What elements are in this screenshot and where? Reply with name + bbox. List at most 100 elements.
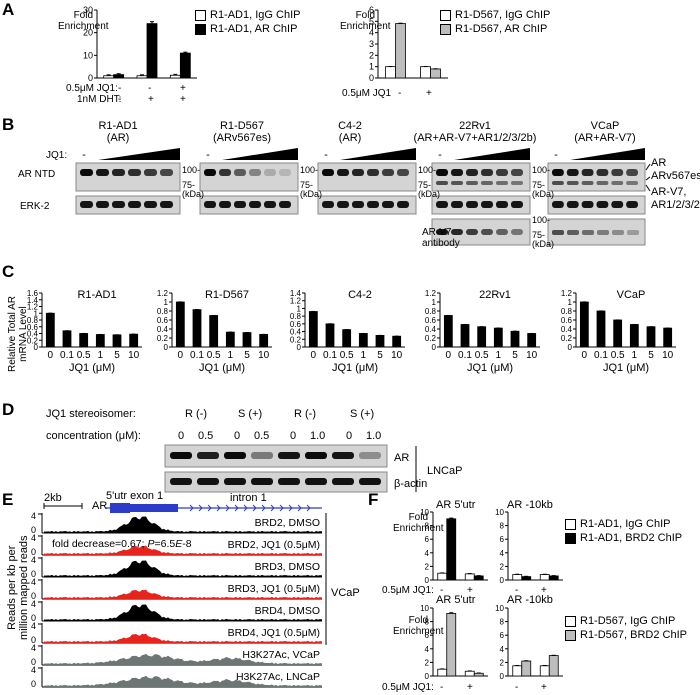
x-tick-label: 5 [512,350,518,361]
panel-letter-d: D [2,400,15,419]
panel-a-left-row2-v1: + [148,94,154,105]
band-ar [596,169,609,176]
panel-d-band-ar: AR [394,452,410,464]
y-tick-label: 1.6 [27,289,39,298]
band-erk2 [581,201,594,208]
panel-f-bottom-row-label: 0.5μM JQ1: [382,682,434,693]
legend-swatch-brd2 [565,629,576,641]
annotation-value: =6.5 [154,538,176,550]
intron-arrow [225,504,230,512]
x-tick-label: 1 [361,350,367,361]
blot-ar-ntd [75,162,181,192]
bar [464,573,475,581]
intron-arrow [270,504,275,512]
panel-a-right-row1-label: 0.5μM JQ1 [342,88,392,99]
y-tick-label: 0 [88,73,93,83]
jq1-minus: - [438,149,442,161]
band-ar [511,169,523,176]
panel-a-right-row1-v0: - [398,88,402,99]
y-tick-label: 0.8 [425,307,437,316]
band-erk2 [511,201,523,208]
band-erk2 [128,201,141,208]
intron-arrow [216,504,221,512]
y-tick-label: 8 [500,522,505,531]
cell-sub: (AR) [106,132,130,144]
panel-a-left-row2-label: 1nM DHT: [77,94,122,105]
band-variant [466,181,478,185]
jq1-gradient-triangle [222,148,298,160]
legend-item: R1-D567, IgG ChIP [565,614,687,628]
legend-swatch-igg [565,615,576,627]
panel-b-cell-title: R1-D567 (ARv567es) [202,120,282,144]
band-d-actin [332,478,354,485]
band-erk2 [204,201,216,208]
band-erk2 [112,201,125,208]
band-v7 [567,230,579,235]
band-erk2 [611,201,624,208]
legend-label: R1-AD1, IgG ChIP [210,9,301,21]
panel-e-intron: intron 1 [230,492,267,504]
cell-sub: (AR) [338,132,362,144]
band-erk2 [451,201,463,208]
panel-b-markers: 100- 75- (kDa) [300,166,322,199]
panel-f-bottom-ylabel: Fold Enrichment [393,615,444,637]
panel-f-row-v: + [467,682,473,693]
panel-a-left-row1-v1: - [148,83,152,94]
y-tick-label: 4 [425,645,430,654]
panel-a-left-row1-v2: + [180,83,186,94]
x-tick-label: 0.5 [475,350,489,361]
track-label: BRD3, JQ1 (0.5μM) [228,583,320,595]
y-tick-label: 1 [568,298,573,307]
panel-f-bottom-title-1: AR 5'utr [436,594,476,606]
x-tick-label: 0.1 [60,350,74,361]
x-tick-label: 0.1 [594,350,608,361]
y-tick-label: 1 [164,298,169,307]
bar [437,668,448,677]
legend-label: R1-D567, BRD2 ChIP [580,629,687,641]
track-ytick: 0 [31,525,36,535]
band-ar [382,169,394,176]
panel-a-left-row2-v0: - [118,94,122,105]
band-ar [611,169,624,176]
y-tick-label: 2 [369,50,374,60]
panel-b-v7-antibody-label: AR-V7 antibody [422,227,460,249]
panel-d-band-actin: β-actin [394,478,428,490]
panel-d-conc: 0.5 [198,430,214,442]
annotation-p: P [147,538,155,550]
track-ytick: 0 [31,635,36,645]
track-label: BRD4, JQ1 (0.5μM) [228,627,320,639]
panel-a-left-legend: R1-AD1, IgG ChIP R1-AD1, AR ChIP [195,8,300,36]
x-tick-label: 0 [446,350,452,361]
bar [512,574,523,581]
intron-arrow [189,504,194,512]
intron-arrow [261,504,266,512]
y-tick-label: 1 [34,309,39,318]
panel-f-bottom-title-2: AR -10kb [507,594,553,606]
band-variant [511,181,523,185]
y-tick-label: 0.8 [561,307,573,316]
legend-label: R1-D567, AR ChIP [455,23,548,35]
legend-label: R1-D567, IgG ChIP [455,9,551,21]
bar [446,613,457,677]
y-tick-label: 4 [425,549,430,558]
marker-100: 100- [532,215,551,225]
panel-b-row-erk2: ERK-2 [20,201,50,212]
legend-swatch-ar [440,23,451,35]
band-ar [80,169,93,176]
v7-label-line2: antibody [422,238,460,249]
cell-name: C4-2 [338,120,362,132]
panel-a-left-ylabel-line1: Fold [73,10,94,21]
band-variant [496,181,508,185]
panel-d-conc: 1.0 [366,430,382,442]
bar [521,660,532,677]
jq1-gradient-triangle [340,148,416,160]
y-tick-label: 6 [369,5,374,15]
band-erk2 [496,201,508,208]
band-v7 [451,229,463,235]
y-tick-label: 0 [34,343,39,352]
chart-title: 22Rv1 [479,289,511,301]
band-ar [264,169,276,176]
y-tick-label: 2 [425,658,430,667]
cell-name: 22Rv1 [459,120,491,132]
